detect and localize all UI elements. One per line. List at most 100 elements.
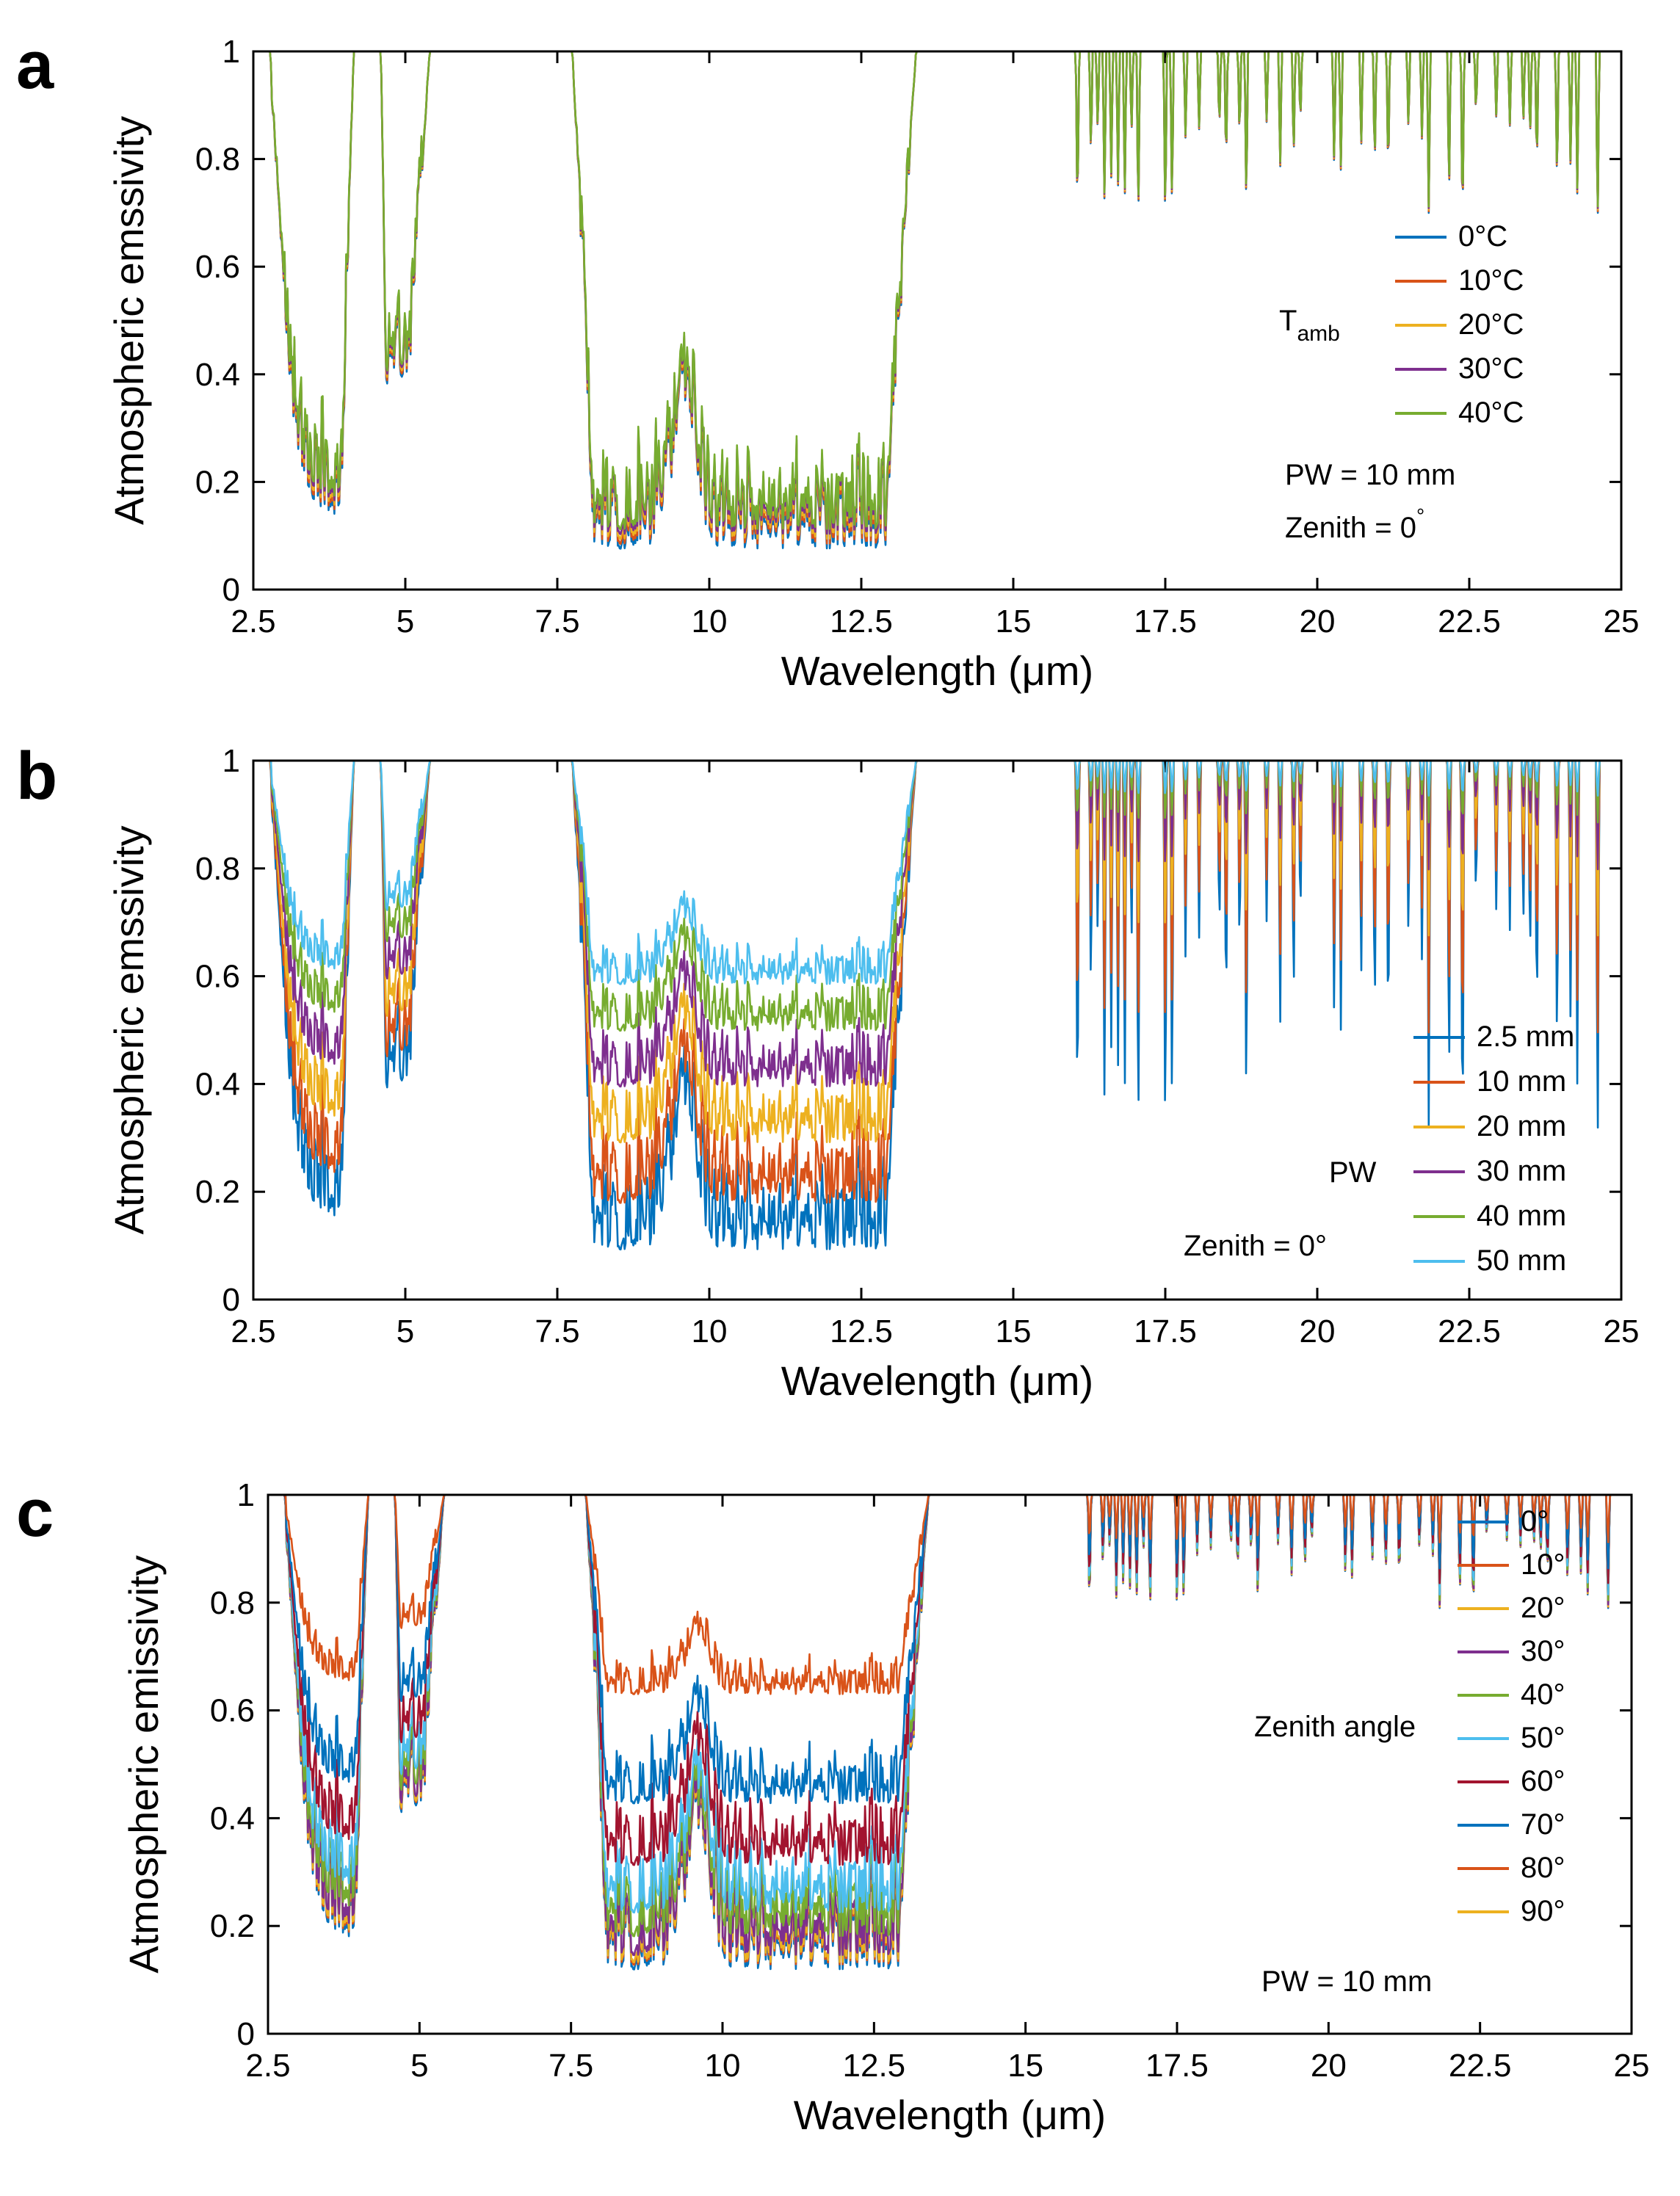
legend-label-c-4: 40° [1521,1678,1565,1711]
x-tick-label-c: 7.5 [548,2048,593,2084]
legend-label-c-2: 20° [1521,1592,1565,1624]
x-tick-label-b: 17.5 [1134,1313,1197,1349]
panel-letter-a: a [16,28,54,103]
y-tick-label-a: 1 [222,34,240,70]
x-axis-label-a: Wavelength (μm) [781,648,1093,694]
legend-label-a-1: 10°C [1458,264,1524,297]
y-ticks-c: 0 0.2 0.4 0.6 0.8 1 [210,1477,1632,2052]
y-tick-label-b: 0.8 [195,851,240,887]
y-tick-label-c: 0.6 [210,1693,255,1729]
axes-frame-a [252,50,1623,591]
y-tick-label-b: 0.6 [195,959,240,995]
annotation-pw-a: PW = 10 mm [1285,459,1455,491]
x-tick-label-a: 10 [692,604,728,639]
legend-label-b-4: 40 mm [1477,1200,1566,1232]
legend-b: 2.5 mm 10 mm 20 mm 30 mm 40 mm 50 mm [1413,1021,1574,1277]
panel-b: b Atmospheric emssivity Wavelength (μm) … [16,739,1639,1404]
x-tick-label-b: 7.5 [535,1313,579,1349]
series-line-c-6 [267,1493,1632,1866]
series-line-b-4 [253,759,1621,1032]
legend-label-b-0: 2.5 mm [1477,1021,1574,1053]
y-tick-label-b: 0.4 [195,1066,240,1102]
x-tick-label-b: 12.5 [830,1313,893,1349]
annotation-zenith-b: Zenith = 0° [1184,1230,1327,1262]
x-tick-label-b: 22.5 [1438,1313,1501,1349]
x-axis-label-c: Wavelength (μm) [794,2092,1106,2138]
x-tick-label-a: 5 [397,604,414,639]
series-line-b-5 [253,759,1621,985]
y-axis-label-a: Atmospheric emssivity [106,116,152,525]
legend-label-b-3: 30 mm [1477,1155,1566,1187]
x-tick-label-a: 7.5 [535,604,579,639]
legend-label-c-9: 90° [1521,1895,1565,1927]
y-tick-label-b: 1 [222,743,240,779]
x-tick-label-b: 5 [397,1313,414,1349]
legend-label-c-8: 80° [1521,1852,1565,1884]
y-tick-label-c: 0.8 [210,1585,255,1621]
legend-label-c-6: 60° [1521,1765,1565,1797]
legend-label-c-3: 30° [1521,1635,1565,1667]
x-tick-label-a: 2.5 [231,604,275,639]
x-tick-label-a: 17.5 [1134,604,1197,639]
annotation-pw-c: PW = 10 mm [1261,1965,1432,1998]
x-tick-label-a: 15 [996,604,1032,639]
x-ticks-c: 2.5 5 7.5 10 12.5 15 17.5 20 22.5 25 [245,1495,1649,2084]
x-tick-label-b: 20 [1300,1313,1336,1349]
annotation-zenith-a: Zenith = 0° [1285,504,1424,544]
y-tick-label-c: 0.4 [210,1800,255,1836]
panel-c: c Atmospheric emissivity Wavelength (μm)… [16,1476,1649,2138]
legend-title-c: Zenith angle [1254,1711,1416,1743]
y-axis-label-c: Atmospheric emissivity [120,1555,167,1973]
axes-frame-c [267,1493,1633,2035]
x-tick-label-a: 25 [1604,604,1640,639]
legend-label-c-1: 10° [1521,1548,1565,1581]
series-line-a-4 [253,50,1621,531]
x-tick-label-c: 15 [1007,2048,1043,2084]
legend-title-b: PW [1329,1156,1377,1189]
y-ticks-b: 0 0.2 0.4 0.6 0.8 1 [195,743,1621,1318]
legend-label-c-0: 0° [1521,1505,1549,1537]
y-tick-label-b: 0.2 [195,1174,240,1210]
series-line-c-8 [267,1493,1632,1695]
y-tick-label-a: 0.2 [195,464,240,500]
x-ticks-a: 2.5 5 7.5 10 12.5 15 17.5 20 22.5 25 [231,51,1639,639]
legend-title-a: Tamb [1279,305,1340,346]
legend-label-b-1: 10 mm [1477,1065,1566,1098]
y-ticks-a: 0 0.2 0.4 0.6 0.8 1 [195,34,1621,608]
panel-a: a Atmospheric emssivity Wavelength (μm) … [16,28,1639,694]
y-tick-label-c: 0 [237,2016,255,2052]
legend-label-c-7: 70° [1521,1808,1565,1841]
series-group-b [253,759,1621,1251]
series-line-c-2 [267,1493,1632,1963]
x-axis-label-b: Wavelength (μm) [781,1358,1093,1404]
x-tick-label-b: 2.5 [231,1313,275,1349]
x-tick-label-c: 2.5 [245,2048,290,2084]
y-tick-label-c: 0.2 [210,1908,255,1944]
x-tick-label-c: 20 [1311,2048,1347,2084]
y-tick-label-b: 0 [222,1282,240,1318]
y-tick-label-a: 0.8 [195,142,240,178]
series-line-c-1 [267,1493,1632,1966]
x-tick-label-a: 12.5 [830,604,893,639]
x-tick-label-c: 5 [410,2048,428,2084]
series-line-b-0 [253,759,1621,1251]
x-tick-label-c: 17.5 [1145,2048,1209,2084]
legend-label-c-5: 50° [1521,1722,1565,1754]
legend-label-b-5: 50 mm [1477,1244,1566,1277]
axes-frame-b [252,759,1623,1301]
series-line-b-2 [253,759,1621,1144]
x-tick-label-b: 15 [996,1313,1032,1349]
x-tick-label-c: 10 [705,2048,741,2084]
series-line-b-1 [253,759,1621,1204]
legend-label-b-2: 20 mm [1477,1110,1566,1142]
legend-a: 0°C 10°C 20°C 30°C 40°C [1395,220,1524,429]
panel-letter-c: c [16,1476,54,1551]
x-tick-label-b: 10 [692,1313,728,1349]
y-tick-label-c: 1 [237,1477,255,1513]
panel-letter-b: b [16,739,57,813]
y-axis-label-b: Atmospheric emssivity [106,825,152,1234]
x-tick-label-c: 22.5 [1449,2048,1512,2084]
series-line-c-4 [267,1493,1632,1938]
x-tick-label-b: 25 [1604,1313,1640,1349]
